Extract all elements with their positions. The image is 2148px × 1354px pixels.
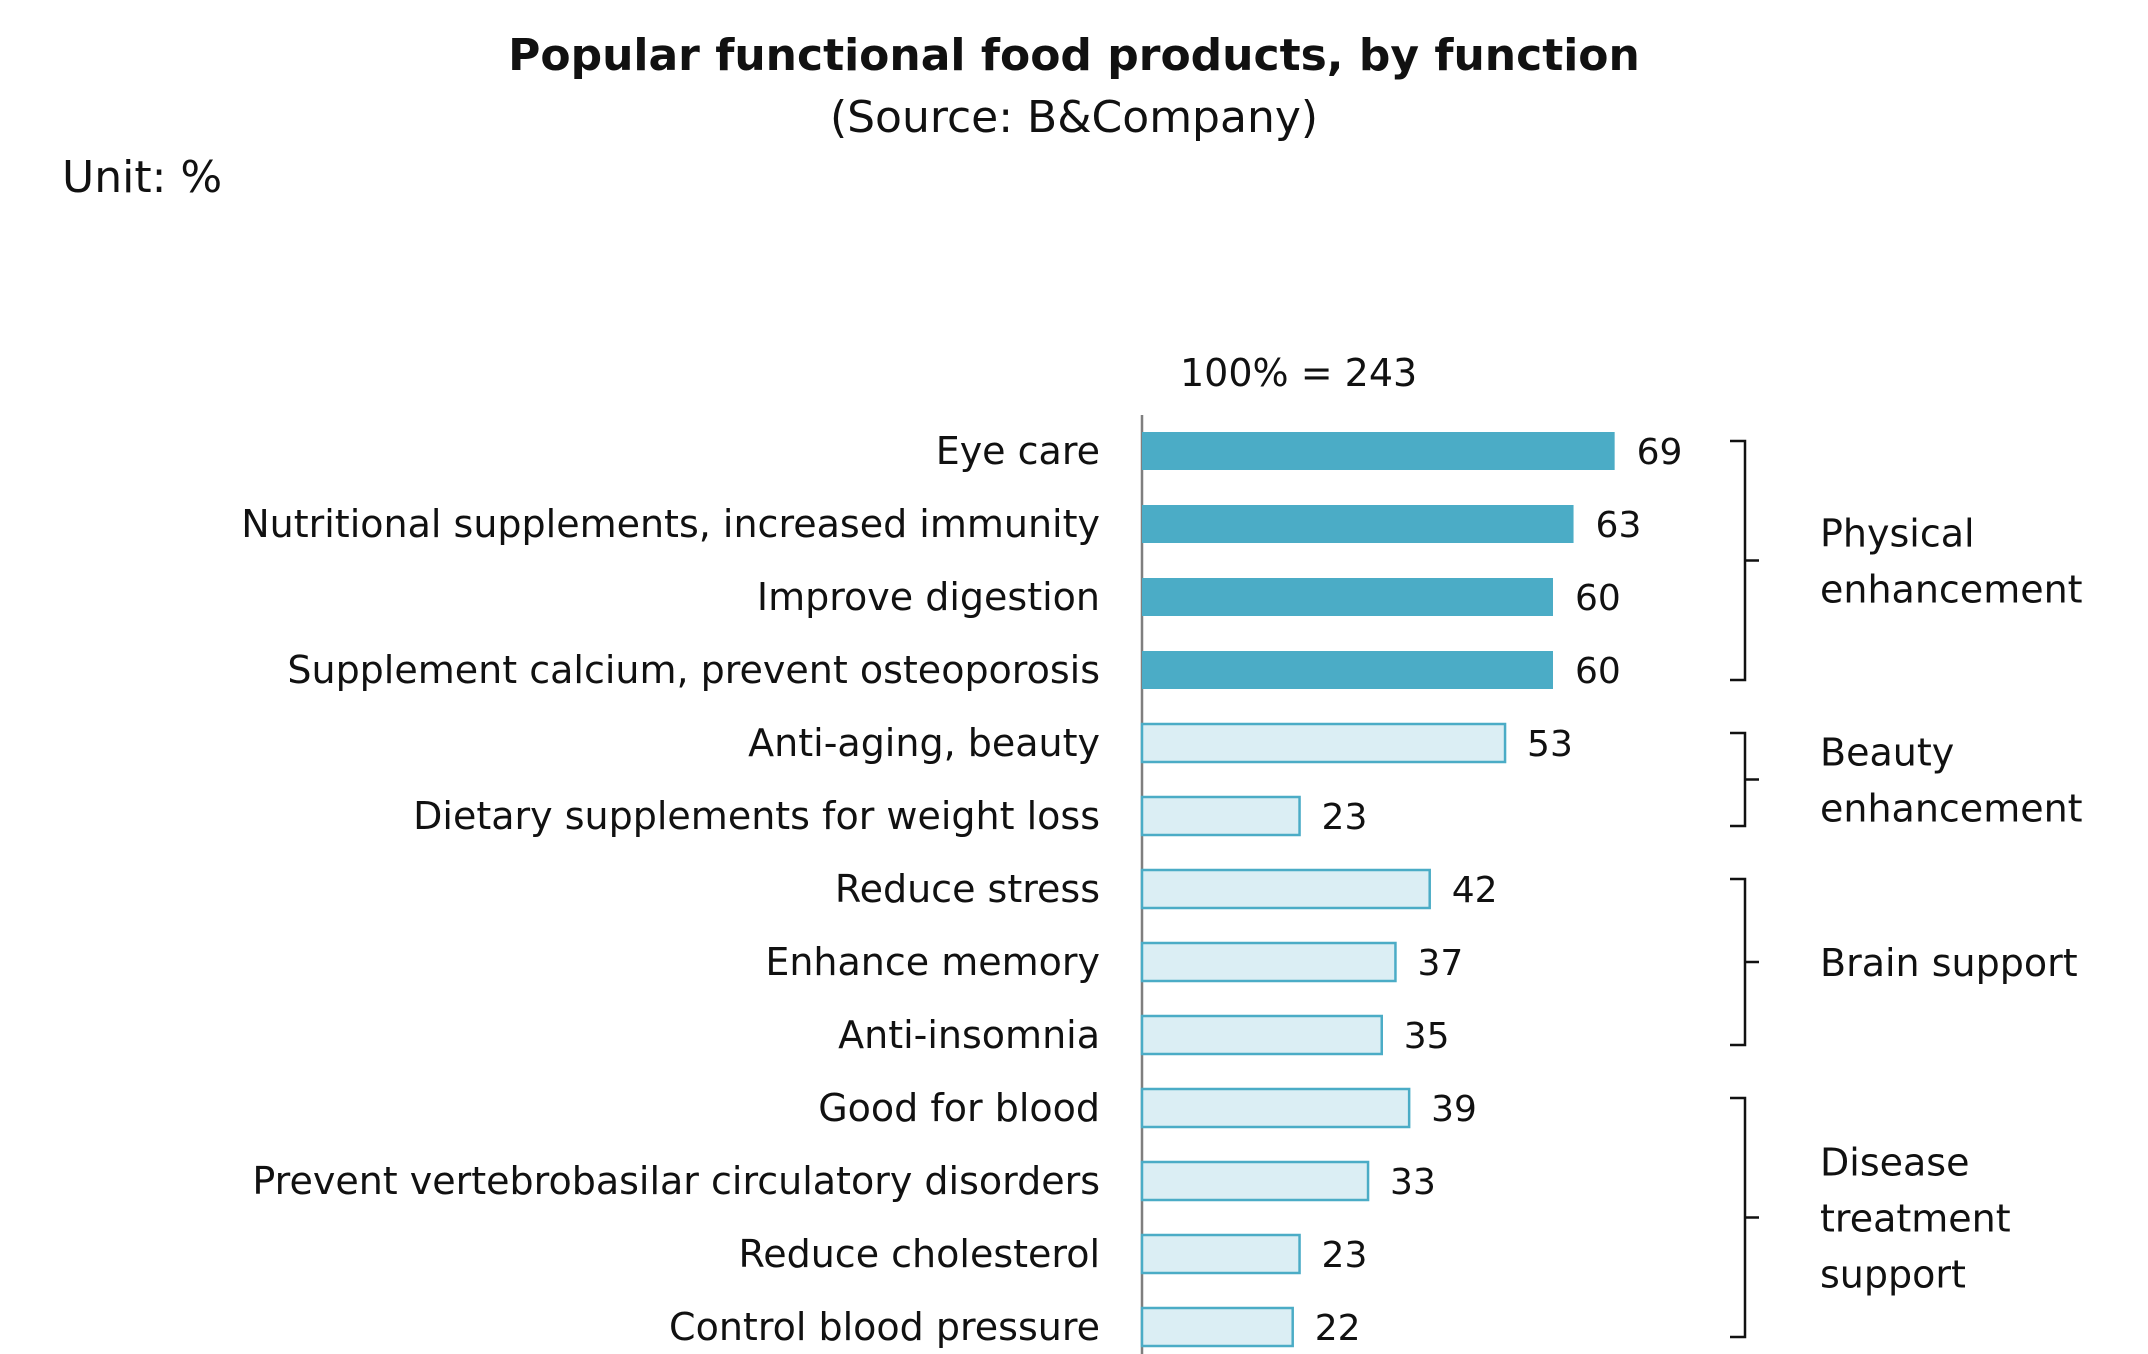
group-label-line: support — [1820, 1253, 1966, 1297]
group-label: Physical enhancement — [1820, 512, 2083, 612]
bar — [1142, 505, 1574, 543]
bar — [1140, 1087, 1411, 1129]
bar — [1140, 868, 1431, 910]
category-label: Control blood pressure — [669, 1305, 1100, 1349]
bar — [1140, 941, 1397, 983]
category-label: Improve digestion — [757, 575, 1100, 619]
bar — [1142, 432, 1615, 470]
bar — [1142, 578, 1553, 616]
category-label: Eye care — [936, 429, 1100, 473]
group-bracket — [1730, 877, 1759, 1047]
group-label-line: Beauty — [1820, 731, 1954, 775]
bar — [1142, 651, 1553, 689]
value-label: 60 — [1575, 651, 1621, 692]
bar — [1140, 1233, 1301, 1275]
category-label: Good for blood — [818, 1086, 1100, 1130]
group-label: Beauty enhancement — [1820, 731, 2083, 831]
value-label: 23 — [1322, 797, 1368, 838]
base-label: 100% = 243 — [1180, 351, 1417, 395]
group-bracket — [1730, 1096, 1759, 1339]
chart-subtitle: (Source: B&Company) — [829, 92, 1319, 143]
value-label: 37 — [1417, 943, 1463, 984]
group-bracket — [1730, 439, 1759, 682]
value-label: 60 — [1575, 578, 1621, 619]
value-label: 53 — [1527, 724, 1573, 765]
value-label: 69 — [1637, 432, 1683, 473]
group-label-line: enhancement — [1820, 568, 2083, 612]
category-label: Anti-aging, beauty — [748, 721, 1100, 765]
group-label-line: treatment — [1820, 1197, 2011, 1241]
category-label: Dietary supplements for weight loss — [413, 794, 1100, 838]
group-label-line: Brain support — [1820, 941, 2078, 985]
category-label: Nutritional supplements, increased immun… — [241, 502, 1100, 546]
group-label-line: enhancement — [1820, 787, 2083, 831]
value-label: 33 — [1390, 1162, 1436, 1203]
category-label: Enhance memory — [765, 940, 1100, 984]
category-label: Reduce stress — [835, 867, 1100, 911]
value-label: 42 — [1452, 870, 1498, 911]
group-label: Disease treatment support — [1820, 1141, 2011, 1297]
category-label: Supplement calcium, prevent osteoporosis — [287, 648, 1100, 692]
group-label-line: Disease — [1820, 1141, 1969, 1185]
category-label: Reduce cholesterol — [739, 1232, 1100, 1276]
bar — [1140, 1306, 1294, 1348]
value-label: 39 — [1431, 1089, 1477, 1130]
group-label-line: Physical — [1820, 512, 1975, 556]
category-label: Anti-insomnia — [838, 1013, 1100, 1057]
bar — [1140, 1014, 1383, 1056]
chart-title: Popular functional food products, by fun… — [508, 30, 1640, 81]
value-label: 35 — [1404, 1016, 1450, 1057]
value-label: 23 — [1322, 1235, 1368, 1276]
unit-label: Unit: % — [62, 152, 223, 203]
value-label: 22 — [1315, 1308, 1361, 1349]
value-label: 63 — [1596, 505, 1642, 546]
bar — [1140, 1160, 1370, 1202]
group-label: Brain support — [1820, 941, 2078, 985]
group-bracket — [1730, 731, 1759, 828]
bar — [1140, 795, 1301, 837]
category-label: Prevent vertebrobasilar circulatory diso… — [252, 1159, 1100, 1203]
bar — [1140, 722, 1507, 764]
